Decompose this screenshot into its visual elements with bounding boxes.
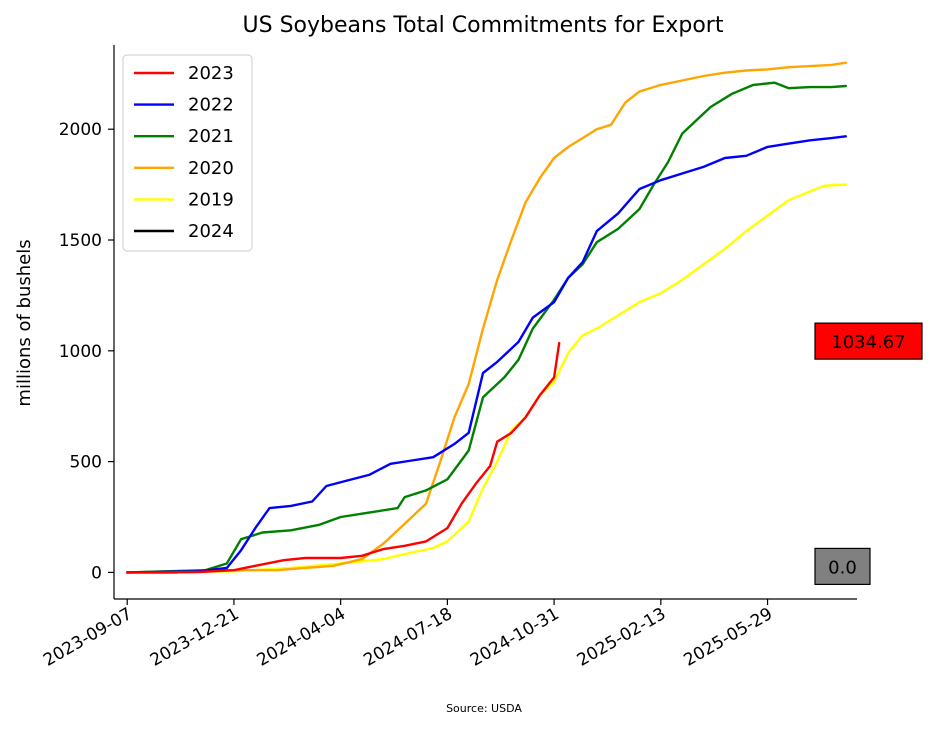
- value-box-label: 0.0: [828, 557, 857, 578]
- series-line-2021: [125, 81, 847, 574]
- y-tick-label: 500: [70, 453, 102, 473]
- axes: [113, 45, 857, 600]
- x-tick-label: 2025-05-29: [680, 604, 776, 671]
- series-line-2019: [125, 183, 847, 574]
- x-ticks: 2023-09-07 2023-12-21 2024-04-04 2024-07-18…: [40, 599, 776, 671]
- legend: 2023 2022 2021 2020 2019 2024: [122, 54, 253, 252]
- y-axis-label: millions of bushels: [14, 239, 35, 406]
- x-tick-label: 2024-10-31: [467, 604, 563, 671]
- annotation-boxes: 1034.67 0.0: [814, 322, 923, 586]
- series-line-2023: [125, 341, 561, 574]
- y-ticks: 0 500 1000 1500 2000: [59, 120, 114, 583]
- legend-label-2020: 2020: [188, 158, 234, 179]
- value-box: [814, 547, 871, 586]
- x-tick-label: 2025-02-13: [574, 604, 670, 671]
- series-line-2020: [125, 61, 847, 574]
- x-tick-label: 2024-04-04: [254, 604, 350, 671]
- x-tick-label: 2024-07-18: [360, 604, 456, 671]
- chart-title: US Soybeans Total Commitments for Export: [243, 13, 724, 38]
- value-box-label: 1034.67: [831, 332, 905, 353]
- legend-label-2021: 2021: [188, 126, 234, 147]
- source-note: Source: USDA: [446, 702, 522, 715]
- y-tick-label: 1000: [59, 342, 102, 362]
- y-tick-label: 0: [91, 563, 102, 583]
- y-tick-label: 2000: [59, 120, 102, 140]
- legend-label-2022: 2022: [188, 95, 234, 116]
- plot-lines: [125, 61, 847, 574]
- x-tick-label: 2023-09-07: [40, 604, 136, 671]
- value-box: [814, 322, 923, 360]
- series-line-2022: [125, 135, 847, 574]
- y-tick-label: 1500: [59, 231, 102, 251]
- legend-label-2023: 2023: [188, 63, 234, 84]
- x-tick-label: 2023-12-21: [147, 604, 243, 671]
- legend-label-2019: 2019: [188, 189, 234, 210]
- legend-label-2024: 2024: [188, 221, 234, 242]
